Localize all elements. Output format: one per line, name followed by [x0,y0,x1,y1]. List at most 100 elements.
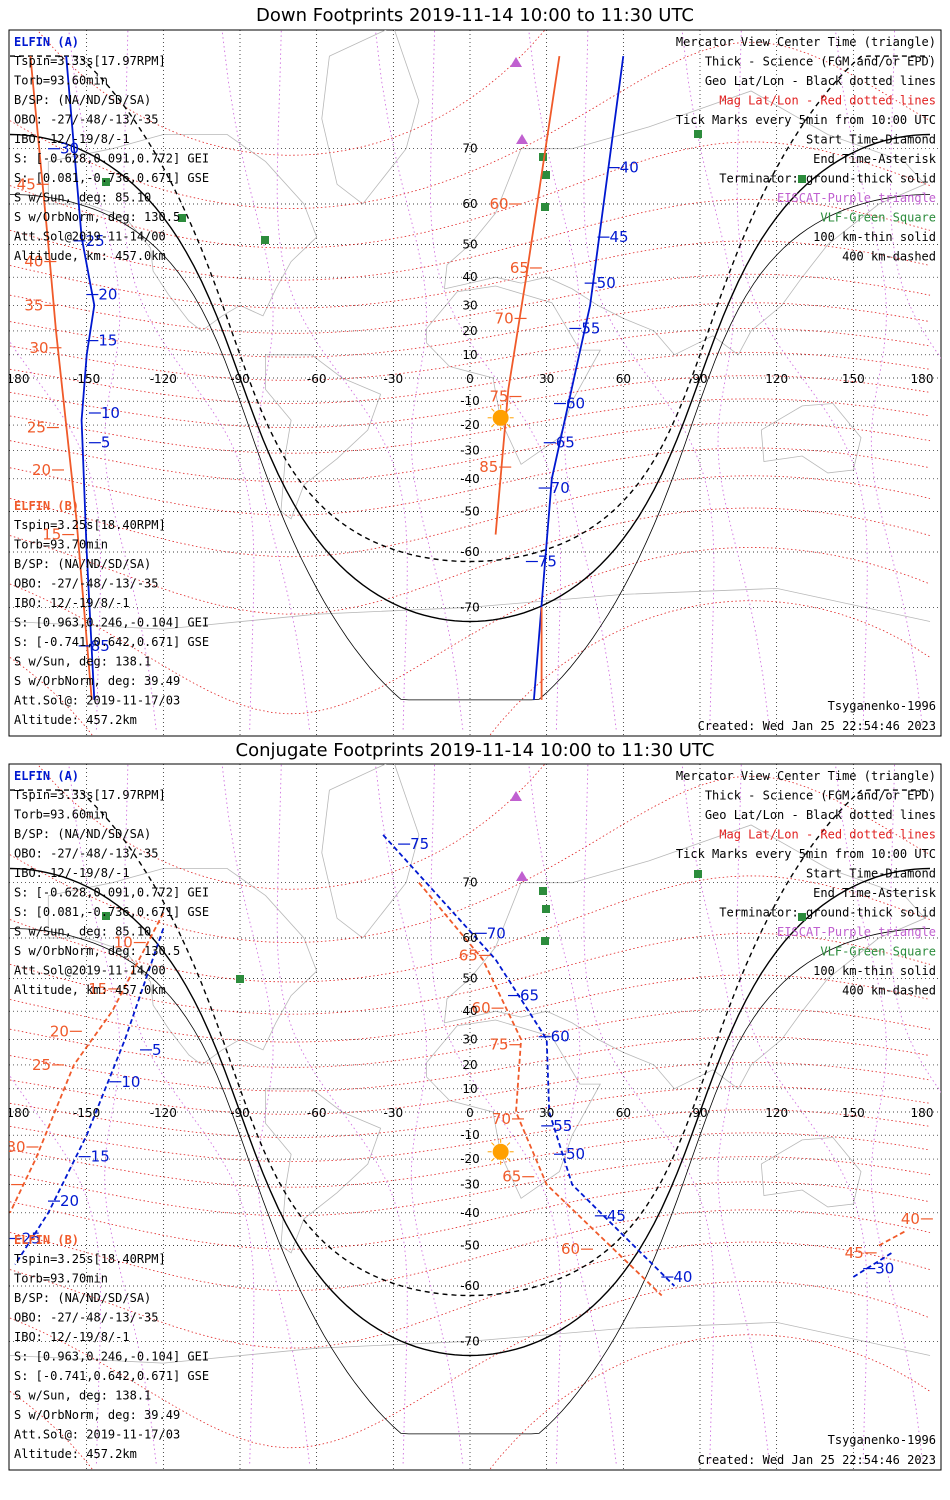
sun-ray [506,423,511,428]
elfin-b-info-line: Altitude: 457.2km [14,713,137,727]
elfin-b-track [494,55,561,535]
legend-entry: Mercator View Center Time (triangle) [676,769,936,783]
sun-ray [506,1157,511,1162]
terminator-line [9,194,931,701]
elfin-a-info-line: Altitude, km: 457.0km [14,249,166,263]
mag-parallel [9,1007,931,1068]
elfin-a-tick-label: 20 [98,286,117,304]
elfin-a-info-line: S: [0.081,-0.736,0.671] GSE [14,171,209,185]
mag-parallel [9,1132,931,1188]
elfin-a-info-line: B/SP: (NA/ND/SD/SA) [14,93,151,107]
elfin-b-info-line: S w/Sun, deg: 138.1 [14,655,151,669]
mag-parallel [36,30,546,156]
created-label: Created: Wed Jan 25 22:54:46 2023 [698,719,936,733]
lon-tick-label: 30 [539,372,554,386]
vlf-station-marker [798,175,806,183]
lat-tick-label: -20 [460,418,480,432]
elfin-a-info-line: OBO: -27/-48/-13/-35 [14,847,159,861]
lat-tick-label: 70 [462,876,477,890]
vlf-station-marker [539,153,547,161]
elfin-b-tick-label: 25 [32,1056,51,1074]
mag-parallel [9,974,931,1043]
elfin-b-info: ELFIN (B) Tspin=3.25s[18.40RPM] Torb=93.70… [14,1233,209,1461]
elfin-a-info-line: IBO: 12/-19/8/-1 [14,132,130,146]
mag-parallel [9,422,931,483]
lat-tick-label: 30 [462,298,477,312]
mag-parallel [9,1109,931,1162]
model-label: Tsyganenko-1996 [828,699,936,713]
sun-ray [491,408,495,412]
vlf-station-marker [542,171,550,179]
coastline [47,868,318,1066]
sun-ray [491,423,495,428]
coastline [321,764,420,939]
legend-entry: Tick Marks every 5min from 10:00 UTC [676,847,936,861]
elfin-b-info-line: B/SP: (NA/ND/SD/SA) [14,557,151,571]
legend-entry: Start Time-Diamond [806,133,936,147]
elfin-a-tick-label: 40 [673,1268,692,1286]
lon-tick-label: 90 [692,372,707,386]
legend-entry: Terminator: ground-thick solid [719,172,936,186]
sun-icon [492,1143,509,1160]
sun-ray [491,1142,495,1146]
elfin-b-info-line: Tspin=3.25s[18.40RPM] [14,518,166,532]
legend-entry: Geo Lat/Lon - Black dotted lines [705,74,936,88]
elfin-b-info-line: S w/Sun, deg: 138.1 [14,1389,151,1403]
elfin-b-info-line: B/SP: (NA/ND/SD/SA) [14,1291,151,1305]
elfin-a-info-line: Att.Sol@2019-11-14/00 [14,964,166,978]
lat-tick-label: 50 [462,237,477,251]
elfin-a-tick-label: 45 [607,1207,626,1225]
elfin-b-tick-label: 60 [472,999,491,1017]
lon-tick-label: 30 [539,1106,554,1120]
elfin-a-tick-label: 15 [91,1148,110,1166]
legend-entry: EISCAT-Purple triangle [777,191,936,205]
map-layers: 7570656055504540510152025306560757065601… [9,764,941,1470]
elfin-a-info-line: S: [-0.628,0.091,0.772] GEI [14,886,209,900]
mag-parallel [9,1181,931,1250]
elfin-b-info-line: S w/OrbNorm, deg: 39.49 [14,674,180,688]
elfin-b-tick-label: 35 [24,296,43,314]
elfin-a-tick-label: 20 [60,1192,79,1210]
elfin-a-info-line: Att.Sol@2019-11-14/00 [14,230,166,244]
elfin-a-tick-label: 10 [101,404,120,422]
elfin-a-tick-label: 55 [553,1117,572,1135]
lon-tick-label: 150 [842,372,865,386]
lon-tick-label: 90 [692,1106,707,1120]
elfin-a-tick-label: 50 [597,274,616,292]
mag-parallel [9,932,931,1015]
map-layers: 40 45 50 55 60 65 70 75 5 10 15 20 25 30 85 60 65 70 75 85 1… [9,30,941,736]
vlf-station-marker [541,937,549,945]
coastline [47,134,318,332]
mag-parallel [9,375,931,428]
terminator-line [10,789,930,1297]
lon-tick-label: 60 [616,1106,631,1120]
elfin-a-info-line: B/SP: (NA/ND/SD/SA) [14,827,151,841]
conjugate-footprints-panel: 7570656055504540510152025306560757065601… [8,763,942,1471]
legend-entry: Mag Lat/Lon - Red dotted lines [719,828,936,842]
lat-tick-label: -10 [460,1128,480,1142]
legend-entry: 100 km-thin solid [813,230,936,244]
elfin-b-tick-label: 60 [561,1240,580,1258]
lat-tick-label: -40 [460,472,480,486]
lat-tick-label: 40 [462,1004,477,1018]
vlf-station-marker [539,887,547,895]
elfin-a-tick-label: 25 [22,1230,41,1248]
elfin-a-track [533,55,625,700]
legend-entry: Thick - Science (FGM and/or EPD) [705,55,936,69]
elfin-a-info-line: Tspin=3.33s[17.97RPM] [14,54,166,68]
elfin-a-track [382,834,676,1287]
lon-tick-label: 120 [765,1106,788,1120]
elfin-b-tick-label: 75 [489,388,508,406]
mag-parallel [9,875,931,983]
mag-parallel [9,775,931,943]
terminator-line [9,133,931,623]
lat-tick-label: 60 [462,931,477,945]
lon-tick-label: -30 [384,1106,404,1120]
elfin-b-tick-label: 60 [489,195,508,213]
legend-entry: End Time-Asterisk [813,152,937,166]
elfin-b-tick-label: 40 [901,1210,920,1228]
elfin-b-track [9,912,165,1214]
elfin-b-info-line: Torb=93.70min [14,538,108,552]
legend-entry: Terminator: ground-thick solid [719,906,936,920]
elfin-b-info-line: Att.Sol@: 2019-11-17/03 [14,1428,180,1442]
